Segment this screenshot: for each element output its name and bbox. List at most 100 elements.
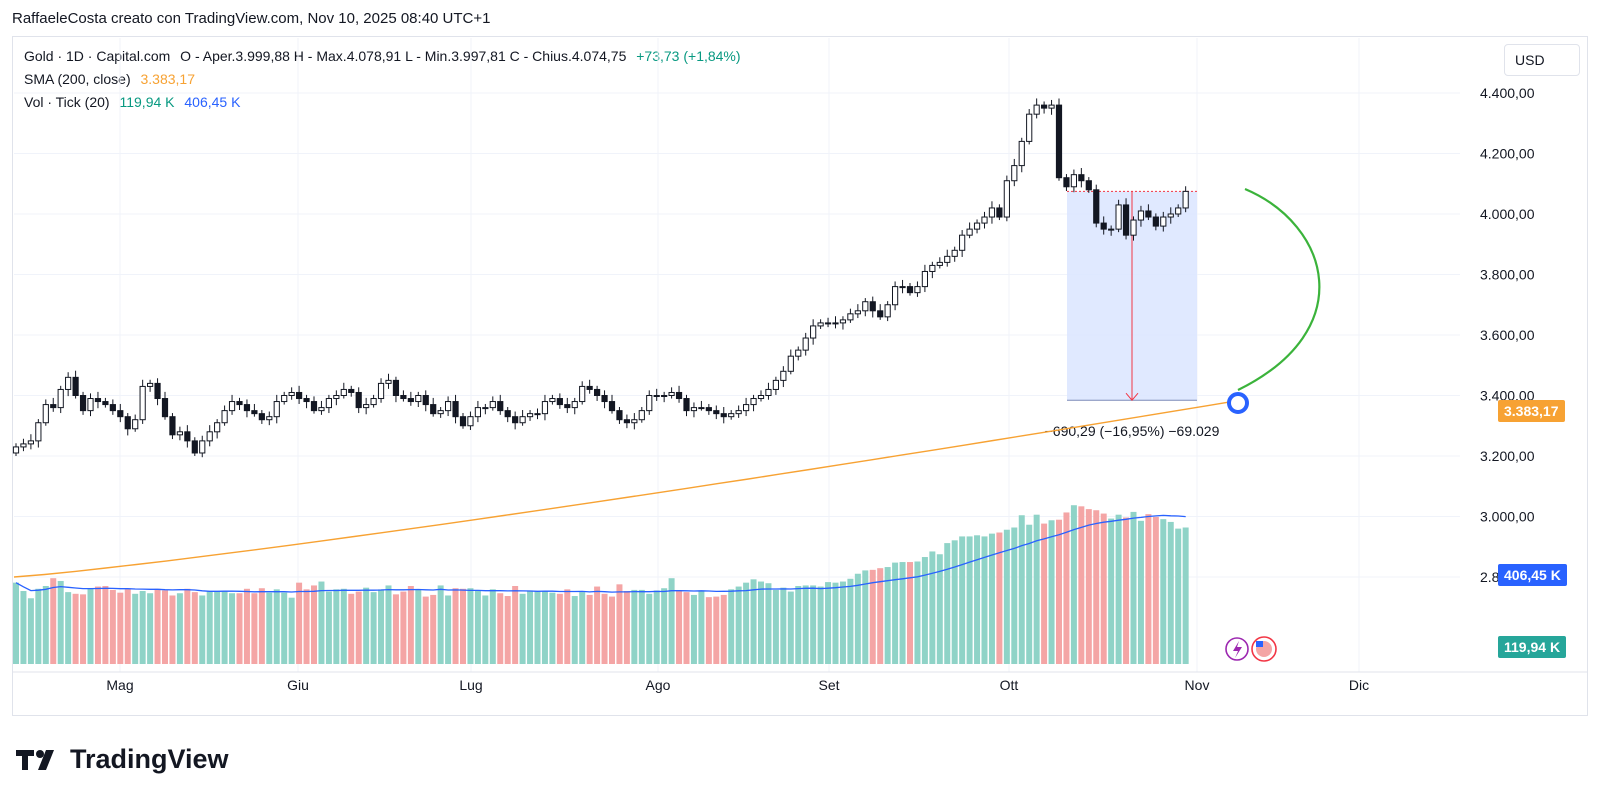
candle-body[interactable] [1048, 104, 1055, 109]
candle-body[interactable] [467, 416, 474, 427]
candle-body[interactable] [407, 398, 414, 403]
candle-body[interactable] [906, 286, 914, 294]
candle-body[interactable] [94, 398, 102, 403]
candle-body[interactable] [281, 395, 288, 403]
candle-body[interactable] [705, 407, 712, 412]
candle-body[interactable] [765, 388, 772, 397]
candle-body[interactable] [1152, 216, 1159, 227]
candle-body[interactable] [877, 310, 884, 318]
candle-body[interactable] [459, 416, 467, 427]
candle-body[interactable] [370, 398, 377, 406]
candle-body[interactable] [236, 401, 243, 406]
candle-body[interactable] [698, 407, 705, 410]
candle-body[interactable] [1093, 189, 1100, 224]
candle-body[interactable] [586, 385, 593, 390]
candle-body[interactable] [1070, 174, 1078, 188]
candle-body[interactable] [817, 322, 824, 327]
candle-body[interactable] [206, 431, 213, 442]
candle-body[interactable] [929, 264, 936, 272]
candle-body[interactable] [422, 395, 429, 406]
candle-body[interactable] [795, 349, 802, 357]
candle-body[interactable] [154, 382, 161, 400]
candle-body[interactable] [869, 301, 876, 312]
candle-body[interactable] [1130, 219, 1137, 236]
candle-body[interactable] [638, 410, 645, 421]
candle-body[interactable] [296, 391, 303, 400]
candle-body[interactable] [675, 391, 683, 400]
candle-body[interactable] [1115, 204, 1122, 230]
candle-body[interactable] [482, 407, 489, 410]
candle-body[interactable] [169, 416, 176, 436]
candle-body[interactable] [437, 410, 444, 415]
candle-body[interactable] [228, 401, 236, 412]
candle-body[interactable] [661, 395, 668, 397]
candle-body[interactable] [743, 404, 750, 412]
candle-body[interactable] [139, 385, 146, 421]
candle-body[interactable] [534, 413, 541, 416]
candle-body[interactable] [452, 401, 459, 418]
candle-body[interactable] [474, 407, 481, 418]
candle-body[interactable] [616, 410, 623, 421]
candle-body[interactable] [385, 379, 392, 384]
candle-body[interactable] [1108, 228, 1115, 231]
candle-body[interactable] [899, 286, 906, 289]
candle-body[interactable] [720, 413, 727, 418]
candle-body[interactable] [772, 379, 779, 390]
candle-body[interactable] [445, 401, 452, 412]
candle-body[interactable] [176, 431, 184, 436]
candle-body[interactable] [847, 313, 854, 321]
candle-body[interactable] [1003, 180, 1010, 218]
candle-body[interactable] [72, 376, 79, 397]
curved-arrow-drawing[interactable] [1237, 187, 1321, 391]
candle-body[interactable] [556, 398, 563, 406]
candle-body[interactable] [1085, 180, 1092, 191]
candle-body[interactable] [839, 319, 847, 324]
anchor-point-icon[interactable] [1227, 392, 1249, 414]
candle-body[interactable] [728, 413, 735, 418]
candle-body[interactable] [526, 413, 534, 418]
candle-body[interactable] [20, 443, 27, 448]
candle-body[interactable] [757, 395, 765, 400]
candle-body[interactable] [132, 419, 139, 430]
symbol-legend[interactable]: Gold · 1D · Capital.com O - Aper.3.999,8… [24, 48, 741, 64]
candle-body[interactable] [541, 401, 549, 415]
candle-body[interactable] [1018, 140, 1025, 167]
candle-body[interactable] [1167, 213, 1174, 218]
candle-body[interactable] [199, 440, 206, 454]
candle-body[interactable] [303, 398, 310, 403]
candle-body[interactable] [810, 325, 817, 339]
candle-body[interactable] [936, 261, 943, 266]
candle-body[interactable] [12, 446, 20, 454]
candle-body[interactable] [377, 382, 385, 400]
candle-body[interactable] [653, 395, 660, 397]
candle-body[interactable] [1063, 177, 1070, 188]
candle-body[interactable] [951, 249, 958, 257]
candle-body[interactable] [102, 401, 109, 406]
candle-body[interactable] [1055, 104, 1063, 179]
candle-body[interactable] [325, 398, 332, 409]
candle-body[interactable] [243, 404, 251, 412]
candle-body[interactable] [780, 370, 787, 381]
candle-body[interactable] [623, 419, 630, 424]
candle-body[interactable] [601, 395, 608, 403]
candle-body[interactable] [430, 404, 437, 415]
currency-button[interactable]: USD [1504, 44, 1580, 76]
candle-body[interactable] [608, 401, 616, 412]
candle-body[interactable] [333, 395, 340, 400]
candle-body[interactable] [57, 388, 64, 409]
candle-body[interactable] [497, 401, 504, 412]
candle-body[interactable] [392, 379, 400, 396]
candle-body[interactable] [1182, 190, 1189, 209]
candle-body[interactable] [944, 255, 951, 263]
candle-body[interactable] [884, 304, 891, 318]
candle-body[interactable] [79, 395, 87, 412]
candle-body[interactable] [683, 398, 690, 412]
candle-body[interactable] [147, 382, 154, 387]
candle-body[interactable] [273, 401, 280, 418]
candle-body[interactable] [161, 398, 169, 418]
candle-body[interactable] [258, 413, 265, 421]
candle-body[interactable] [1175, 207, 1182, 215]
candle-body[interactable] [124, 416, 131, 430]
candle-body[interactable] [787, 355, 794, 372]
candle-body[interactable] [892, 286, 899, 306]
